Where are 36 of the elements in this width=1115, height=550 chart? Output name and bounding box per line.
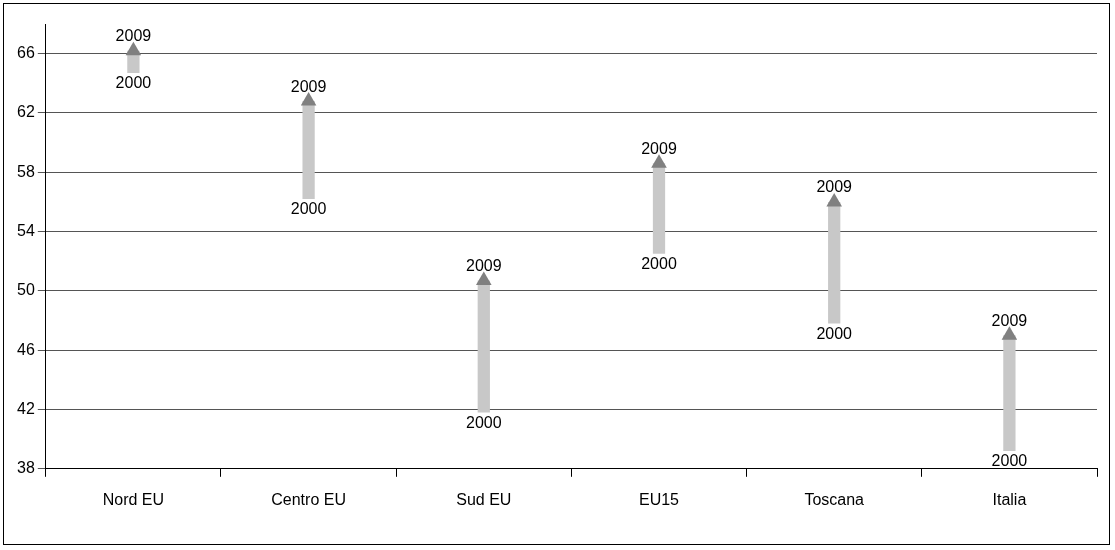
y-tick-label: 54 bbox=[17, 221, 35, 239]
annotation: 2000 bbox=[290, 200, 327, 218]
y-tick-label: 46 bbox=[17, 340, 35, 358]
bar bbox=[302, 101, 315, 199]
annotation: 2009 bbox=[991, 311, 1028, 329]
annotation: 2009 bbox=[290, 77, 327, 95]
point bbox=[651, 154, 667, 168]
y-tick-label: 62 bbox=[17, 103, 35, 121]
annotation: 2000 bbox=[991, 452, 1028, 470]
annotation: 2000 bbox=[641, 255, 677, 273]
point bbox=[300, 92, 317, 106]
point bbox=[826, 192, 842, 207]
annotation: 2009 bbox=[816, 178, 853, 196]
x-tick-label: Toscana bbox=[804, 490, 865, 508]
x-tick-label: EU15 bbox=[638, 490, 680, 508]
point bbox=[476, 271, 492, 285]
annotation: 2009 bbox=[641, 139, 677, 157]
y-tick-label: 38 bbox=[17, 459, 35, 477]
annotation: 2009 bbox=[466, 256, 502, 274]
x-tick-label: Sud EU bbox=[456, 490, 512, 508]
y-tick-label: 42 bbox=[17, 399, 35, 417]
bar bbox=[652, 163, 666, 254]
annotation: 2000 bbox=[115, 74, 152, 92]
x-tick-label: Centro EU bbox=[271, 490, 346, 508]
x-tick-label: Nord EU bbox=[102, 490, 165, 508]
annotation: 2000 bbox=[816, 324, 853, 342]
y-tick-label: 66 bbox=[17, 44, 35, 62]
bar bbox=[1003, 335, 1016, 452]
y-tick-label: 50 bbox=[17, 281, 35, 299]
annotation: 2000 bbox=[466, 413, 502, 431]
bar bbox=[828, 201, 841, 324]
point bbox=[125, 41, 142, 56]
point bbox=[1001, 326, 1018, 340]
annotation: 2009 bbox=[115, 27, 152, 45]
x-tick-label: Italia bbox=[992, 490, 1027, 508]
y-tick-label: 58 bbox=[17, 162, 35, 180]
